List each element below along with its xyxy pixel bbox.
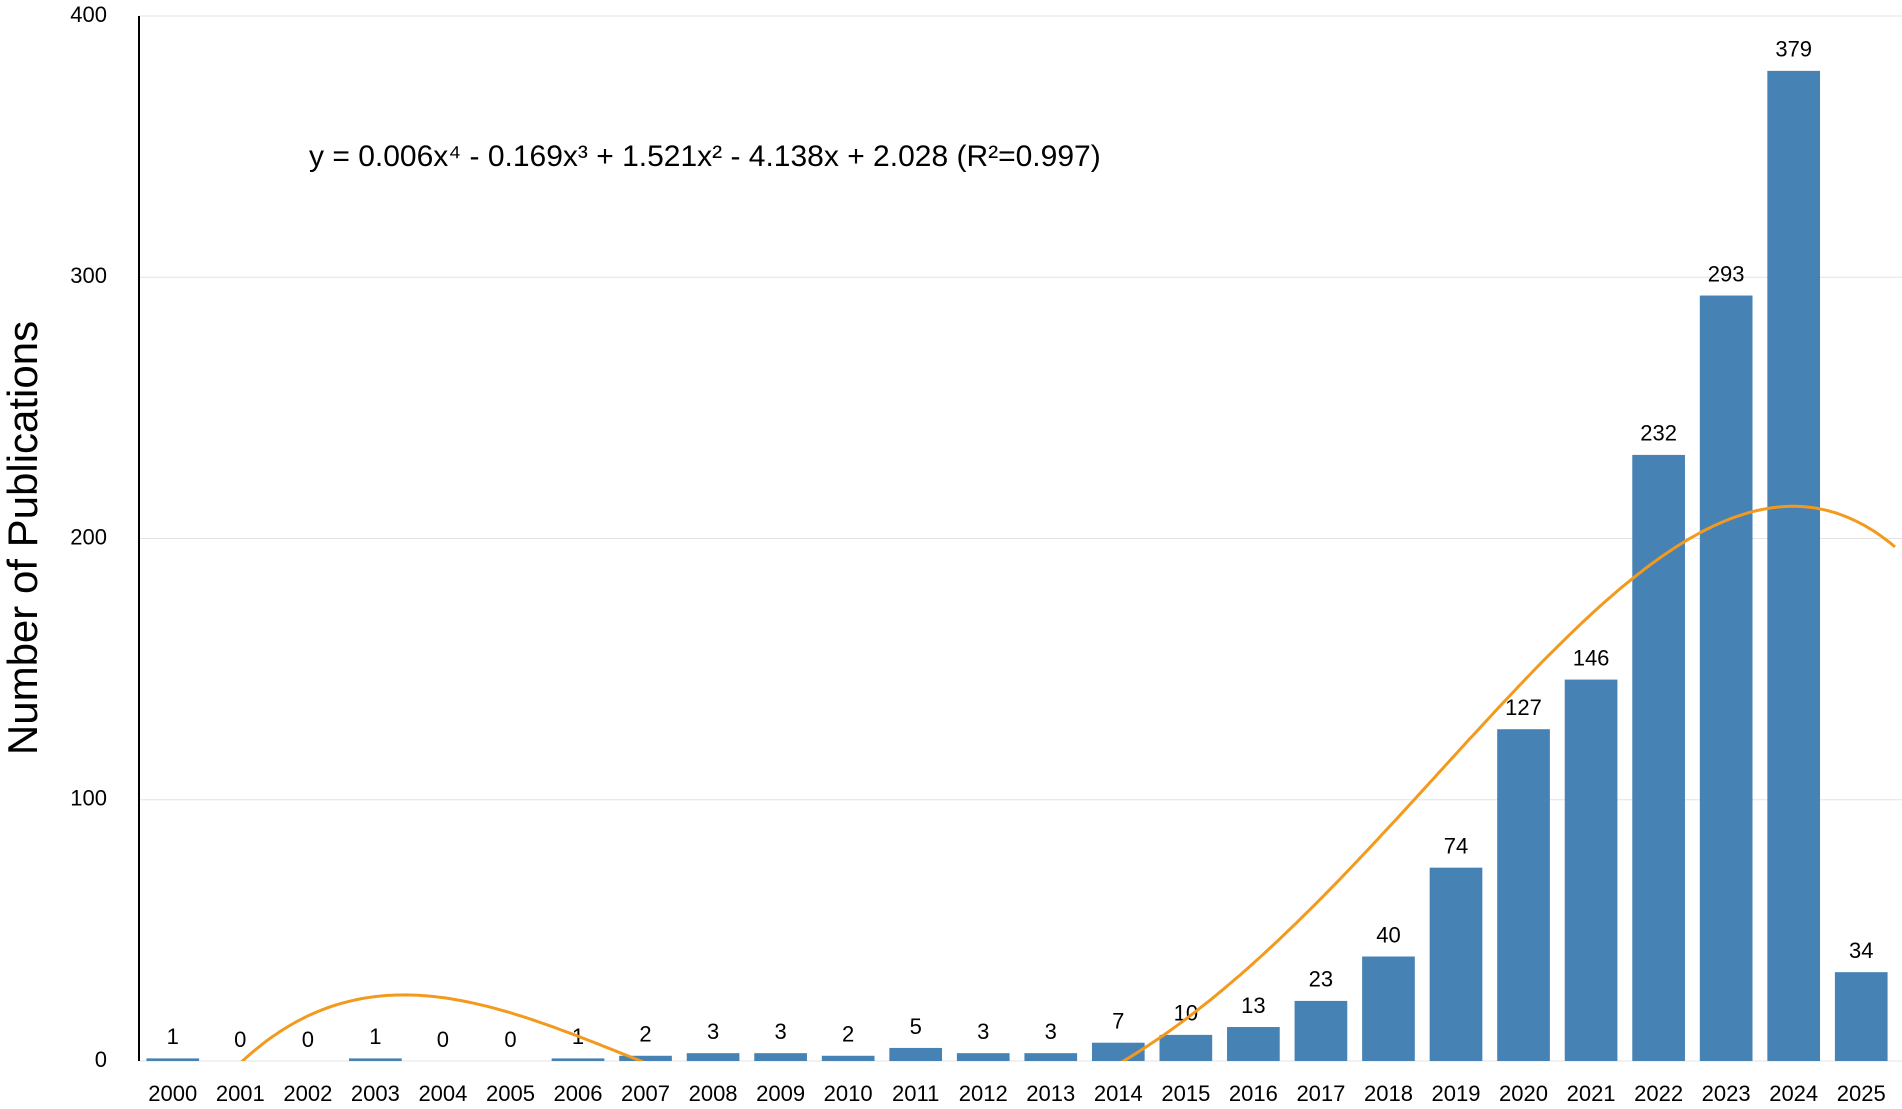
bar	[349, 1058, 402, 1061]
x-tick-label: 2022	[1634, 1081, 1683, 1106]
x-tick-label: 2002	[283, 1081, 332, 1106]
value-label: 3	[774, 1019, 786, 1044]
y-tick-label: 200	[70, 524, 107, 549]
value-label: 232	[1640, 421, 1677, 446]
x-tick-label: 2021	[1567, 1081, 1616, 1106]
value-label: 34	[1849, 938, 1873, 963]
x-tick-label: 2017	[1296, 1081, 1345, 1106]
x-tick-label: 2024	[1769, 1081, 1818, 1106]
bar	[1834, 972, 1888, 1061]
value-label: 40	[1376, 922, 1400, 947]
x-tick-label: 2018	[1364, 1081, 1413, 1106]
x-tick-label: 2006	[554, 1081, 603, 1106]
bar	[1294, 1000, 1348, 1061]
x-tick-label: 2000	[148, 1081, 197, 1106]
x-tick-label: 2003	[351, 1081, 400, 1106]
x-tick-label: 2025	[1837, 1081, 1886, 1106]
bar	[619, 1055, 672, 1061]
bar	[1159, 1034, 1213, 1061]
bar	[956, 1053, 1010, 1061]
x-tick-label: 2015	[1161, 1081, 1210, 1106]
y-tick-label: 0	[95, 1047, 107, 1072]
value-label: 146	[1573, 645, 1610, 670]
value-label: 5	[910, 1014, 922, 1039]
value-label: 0	[504, 1027, 516, 1052]
x-tick-label: 2009	[756, 1081, 805, 1106]
bar	[1767, 70, 1821, 1062]
x-tick-label: 2016	[1229, 1081, 1278, 1106]
bar	[1227, 1027, 1280, 1061]
bar	[1699, 295, 1753, 1062]
value-label: 0	[234, 1027, 246, 1052]
value-label: 127	[1505, 695, 1542, 720]
y-tick-label: 100	[70, 786, 107, 811]
trend-line	[240, 504, 1896, 1061]
value-label: 2	[842, 1022, 854, 1047]
x-tick-label: 2010	[824, 1081, 873, 1106]
x-tick-label: 2014	[1094, 1081, 1143, 1106]
bar	[1429, 867, 1483, 1061]
bar	[1024, 1053, 1078, 1061]
value-label: 74	[1444, 833, 1468, 858]
bar	[1362, 956, 1415, 1061]
annotation: y = 0.006x⁴ - 0.169x³ + 1.521x² - 4.138x…	[309, 140, 1101, 173]
y-tick-label: 300	[70, 263, 107, 288]
value-label: 1	[369, 1024, 381, 1049]
value-label: 1	[167, 1024, 179, 1049]
value-label: 3	[1045, 1019, 1057, 1044]
value-label: 379	[1775, 37, 1812, 62]
x-tick-label: 2012	[959, 1081, 1008, 1106]
value-label: 0	[302, 1027, 314, 1052]
x-tick-label: 2023	[1702, 1081, 1751, 1106]
x-tick-label: 2008	[689, 1081, 738, 1106]
x-tick-label: 2020	[1499, 1081, 1548, 1106]
bar	[754, 1053, 807, 1061]
x-tick-label: 2007	[621, 1081, 670, 1106]
value-label: 3	[977, 1019, 989, 1044]
x-tick-label: 2013	[1026, 1081, 1075, 1106]
value-label: 2	[639, 1022, 651, 1047]
x-tick-label: 2019	[1432, 1081, 1481, 1106]
value-label: 3	[707, 1019, 719, 1044]
value-label: 23	[1309, 967, 1333, 992]
bar	[146, 1058, 200, 1061]
x-tick-label: 2001	[216, 1081, 265, 1106]
bar	[1632, 454, 1685, 1061]
y-tick-label: 400	[70, 2, 107, 27]
bar	[1564, 679, 1618, 1061]
bar	[1497, 729, 1550, 1061]
value-label: 13	[1241, 993, 1265, 1018]
bar	[889, 1047, 943, 1061]
x-tick-label: 2011	[892, 1081, 939, 1106]
value-label: 293	[1708, 261, 1745, 286]
bar	[686, 1053, 740, 1061]
bar	[821, 1055, 875, 1061]
value-label: 0	[437, 1027, 449, 1052]
x-tick-label: 2004	[418, 1081, 467, 1106]
y-axis-label: Number of Publications	[0, 321, 46, 755]
value-label: 7	[1112, 1009, 1124, 1034]
x-tick-label: 2005	[486, 1081, 535, 1106]
bar	[551, 1058, 605, 1061]
